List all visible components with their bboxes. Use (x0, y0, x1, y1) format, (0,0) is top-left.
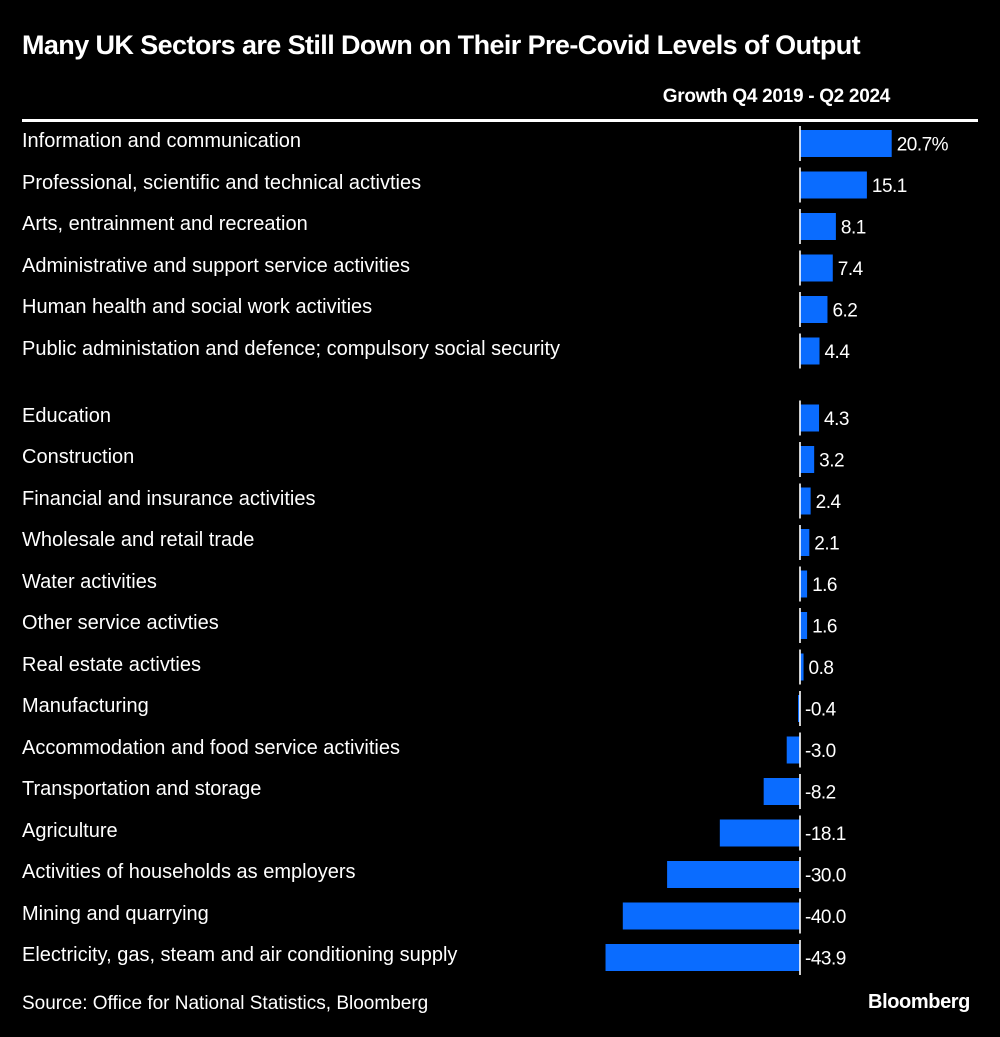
bloomberg-logo: Bloomberg (868, 991, 970, 1013)
bar (800, 570, 808, 598)
bar (622, 902, 800, 930)
category-label: Information and communication (22, 130, 302, 152)
category-label: Public administation and defence; compul… (22, 337, 561, 360)
category-label: Financial and insurance activities (22, 487, 316, 510)
value-label: 0.8 (809, 658, 834, 679)
value-label: -43.9 (805, 949, 846, 970)
category-label: Mining and quarrying (22, 902, 209, 925)
value-label: 1.6 (812, 575, 837, 596)
bar (800, 213, 836, 240)
category-label: Agriculture (22, 819, 118, 842)
value-label: 6.2 (832, 301, 857, 322)
category-label: Electricity, gas, steam and air conditio… (22, 944, 458, 966)
bar (800, 130, 892, 157)
bar (800, 404, 820, 432)
value-label: 1.6 (812, 617, 837, 638)
value-label: 15.1 (872, 176, 907, 197)
bar (605, 944, 800, 971)
source-note: Source: Office for National Statistics, … (22, 993, 429, 1014)
bar (800, 254, 833, 282)
value-label: 4.4 (824, 342, 850, 363)
bar (763, 778, 800, 805)
category-label: Water activities (22, 570, 157, 593)
category-label: Arts, entrainment and recreation (22, 213, 308, 235)
bar (786, 736, 800, 764)
value-label: -8.2 (805, 783, 836, 804)
bar (719, 819, 800, 847)
category-label: Construction (22, 446, 135, 468)
bar (800, 296, 828, 323)
value-label: -18.1 (805, 824, 846, 845)
column-header: Growth Q4 2019 - Q2 2024 (662, 86, 891, 107)
category-label: Education (22, 404, 111, 427)
bar (800, 487, 811, 515)
category-label: Wholesale and retail trade (22, 529, 255, 551)
bar (667, 861, 800, 888)
category-label: Manufacturing (22, 695, 149, 717)
bar (800, 529, 810, 556)
chart-title: Many UK Sectors are Still Down on Their … (22, 30, 861, 60)
category-label: Accommodation and food service activitie… (22, 736, 400, 759)
value-label: 20.7% (897, 135, 949, 156)
category-label: Other service activties (22, 612, 219, 634)
header-rule (22, 119, 978, 122)
bar (798, 695, 800, 722)
category-label: Real estate activties (22, 653, 201, 676)
value-label: -3.0 (805, 741, 836, 762)
category-label: Administrative and support service activ… (22, 254, 410, 277)
bar (800, 446, 815, 473)
bar (800, 612, 808, 639)
bar (800, 337, 820, 365)
value-label: 3.2 (819, 451, 844, 472)
category-label: Activities of households as employers (22, 861, 356, 883)
category-label: Professional, scientific and technical a… (22, 171, 422, 194)
value-label: 8.1 (841, 218, 866, 239)
value-label: 7.4 (838, 259, 864, 280)
bar (800, 653, 804, 681)
value-label: -40.0 (805, 907, 846, 928)
value-label: -0.4 (805, 700, 837, 721)
bar (800, 171, 867, 199)
value-label: 2.1 (814, 534, 839, 555)
value-label: 2.4 (816, 492, 842, 513)
value-label: -30.0 (805, 866, 846, 887)
value-label: 4.3 (824, 409, 849, 430)
category-label: Transportation and storage (22, 778, 262, 800)
category-label: Human health and social work activities (22, 296, 373, 318)
